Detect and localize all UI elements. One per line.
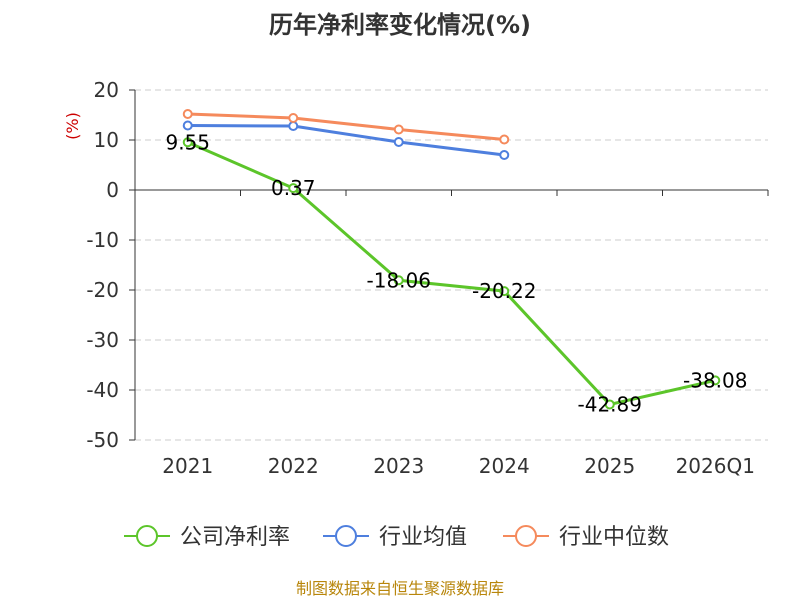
x-tick-label: 2026Q1 (676, 454, 755, 478)
legend-marker (515, 525, 537, 547)
company-net-margin-point (604, 399, 615, 410)
chart-title: 历年净利率变化情况(%) (269, 11, 531, 39)
y-tick-label: -50 (86, 428, 119, 452)
legend-item[interactable]: 公司净利率 (124, 525, 290, 550)
y-tick-label: 20 (94, 78, 119, 102)
series-group (182, 109, 721, 410)
x-tick-label: 2021 (162, 454, 213, 478)
data-label: -42.89 (578, 392, 642, 416)
y-tick-label: -30 (86, 328, 119, 352)
industry-median-point (182, 109, 193, 119)
y-tick-label: 10 (94, 128, 119, 152)
legend-marker (136, 525, 158, 547)
data-label: -38.08 (683, 368, 747, 392)
industry-average-point (499, 150, 510, 160)
company-net-margin-point (710, 375, 721, 386)
legend-label: 行业中位数 (559, 525, 669, 550)
y-tick-label: -40 (86, 378, 119, 402)
legend-item[interactable]: 行业均值 (323, 525, 467, 550)
y-axis-ticks: 20 10 0 -10 -20 -30 -40 -50 (86, 78, 136, 452)
company-net-margin-point (393, 275, 404, 286)
x-axis: 2021 2022 2023 2024 2025 2026Q1 (134, 189, 769, 478)
company-net-margin-point (499, 286, 510, 297)
industry-median-line (187, 112, 505, 141)
company-net-margin-point (182, 137, 193, 148)
x-tick-label: 2023 (373, 454, 424, 478)
y-tick-label: -10 (86, 228, 119, 252)
legend[interactable]: 公司净利率 行业均值 行业中位数 (124, 525, 669, 550)
industry-average-point (393, 137, 404, 147)
data-label: -18.06 (367, 268, 431, 292)
industry-median-point (499, 134, 510, 145)
data-label: 9.55 (165, 130, 210, 154)
x-tick-label: 2024 (479, 454, 530, 478)
gridlines (135, 89, 768, 441)
x-tick-label: 2022 (268, 454, 319, 478)
legend-label: 行业均值 (379, 525, 467, 550)
legend-marker (335, 525, 357, 547)
x-tick-label: 2025 (584, 454, 635, 478)
data-labels: 9.55 0.37 -18.06 -20.22 -42.89 -38.08 (165, 130, 747, 416)
industry-median-point (393, 124, 404, 135)
source-note: 制图数据来自恒生聚源数据库 (296, 579, 504, 598)
industry-average-point (182, 120, 193, 131)
company-net-margin-line (187, 140, 716, 407)
industry-average-line (187, 124, 505, 157)
company-net-margin-point (288, 183, 299, 194)
y-axis-label: (%) (63, 112, 82, 140)
industry-average-point (288, 121, 299, 131)
legend-label: 公司净利率 (180, 525, 290, 550)
industry-median-point (288, 113, 299, 123)
y-tick-label: 0 (106, 178, 119, 202)
legend-item[interactable]: 行业中位数 (503, 525, 669, 550)
y-tick-label: -20 (86, 278, 119, 302)
data-label: 0.37 (271, 176, 316, 200)
data-label: -20.22 (472, 279, 536, 303)
